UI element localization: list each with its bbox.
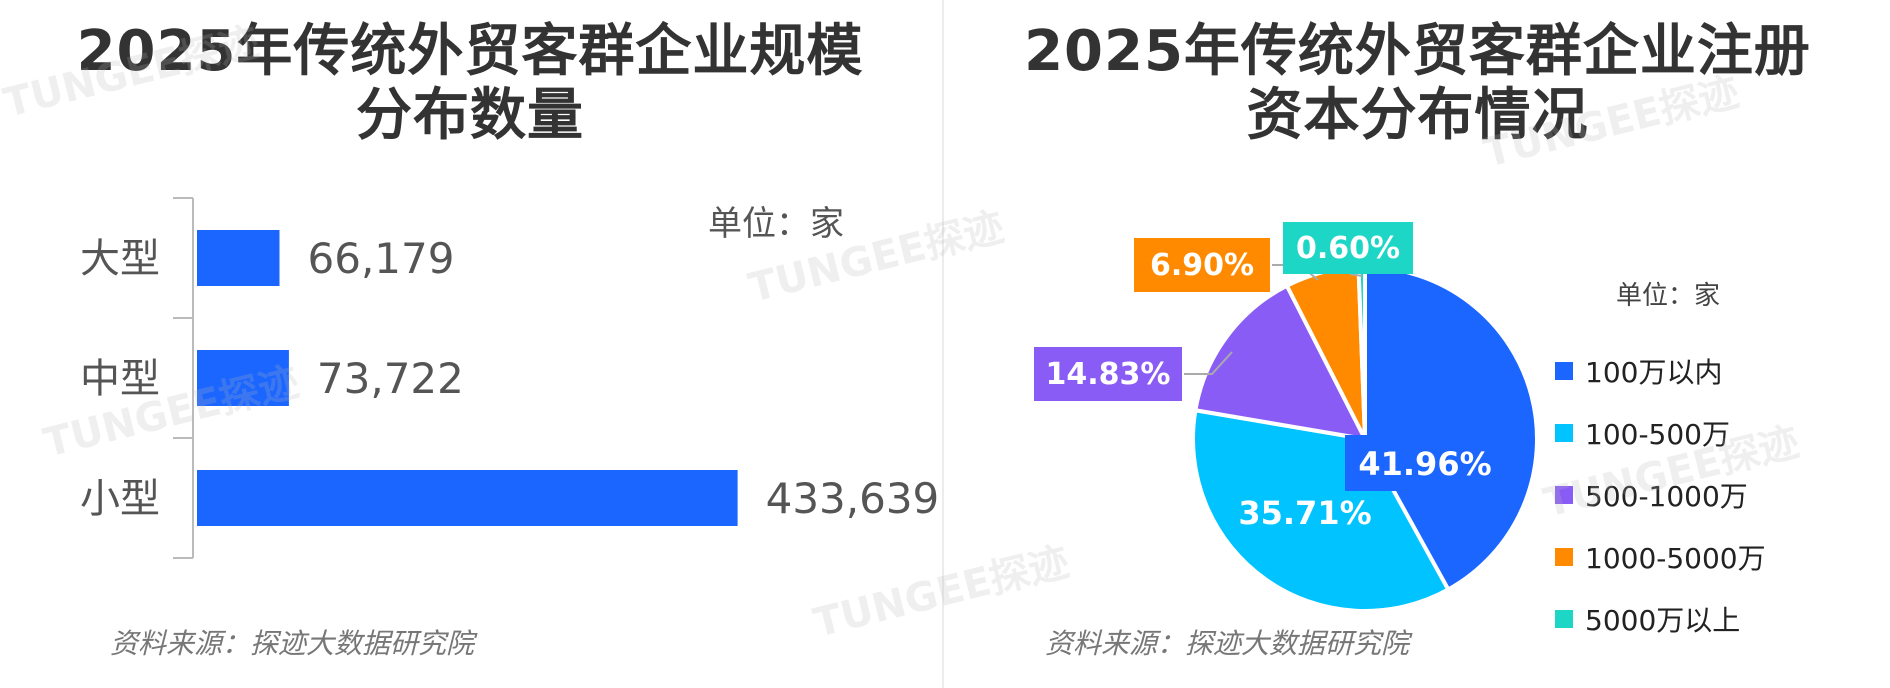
right-unit-label: 单位：家 bbox=[1616, 281, 1721, 311]
slice-value-label: 14.83% bbox=[1046, 357, 1171, 392]
legend-label: 5000万以上 bbox=[1585, 604, 1741, 637]
right-title-line2: 资本分布情况 bbox=[1246, 83, 1589, 148]
pie-slice bbox=[1191, 407, 1451, 613]
bar bbox=[197, 470, 738, 526]
right-source-note: 资料来源：探迹大数据研究院 bbox=[1045, 627, 1410, 660]
legend-swatch bbox=[1555, 486, 1573, 504]
right-title-line1: 2025年传统外贸客群企业注册 bbox=[1024, 19, 1811, 84]
slice-label-box bbox=[1134, 238, 1270, 292]
bar-value-label: 73,722 bbox=[317, 354, 464, 403]
panel-divider bbox=[942, 0, 944, 688]
left-panel: 2025年传统外贸客群企业规模 分布数量 单位：家 大型 66,179 中型 73,7… bbox=[0, 0, 940, 688]
left-unit-label: 单位：家 bbox=[708, 204, 844, 244]
left-chart-title: 2025年传统外贸客群企业规模 分布数量 bbox=[0, 20, 940, 148]
right-chart-title: 2025年传统外贸客群企业注册 资本分布情况 bbox=[945, 20, 1890, 148]
right-panel: 2025年传统外贸客群企业注册 资本分布情况 资料来源：探迹大数据研究院 bbox=[945, 0, 1890, 688]
slice-value-label: 35.71% bbox=[1238, 494, 1371, 532]
slice-value-label: 0.60% bbox=[1296, 231, 1400, 266]
bar bbox=[197, 350, 289, 406]
pie-slice bbox=[1193, 283, 1369, 442]
category-label: 小型 bbox=[80, 476, 160, 522]
legend-swatch bbox=[1555, 610, 1573, 628]
legend-item: 100-500万 bbox=[1555, 402, 1766, 464]
bar-chart: 大型 66,179 中型 73,722 小型 433,639 bbox=[80, 197, 940, 559]
bar-value-label: 433,639 bbox=[766, 474, 940, 523]
legend-swatch bbox=[1555, 424, 1573, 442]
left-title-line2: 分布数量 bbox=[356, 83, 584, 148]
category-label: 中型 bbox=[80, 356, 160, 402]
slice-label-box bbox=[1283, 222, 1413, 274]
legend-item: 5000万以上 bbox=[1555, 588, 1766, 650]
bar-value-label: 66,179 bbox=[308, 234, 455, 283]
leader-line bbox=[1184, 351, 1233, 375]
pie-legend: 100万以内 100-500万 500-1000万 1000-5000万 5000万以上 bbox=[1555, 340, 1766, 650]
pie-slice bbox=[1363, 264, 1539, 593]
legend-label: 1000-5000万 bbox=[1585, 542, 1766, 575]
bar bbox=[197, 230, 280, 286]
slice-value-label: 41.96% bbox=[1358, 445, 1491, 483]
legend-item: 100万以内 bbox=[1555, 340, 1766, 402]
slice-label-box bbox=[1345, 435, 1505, 491]
legend-swatch bbox=[1555, 548, 1573, 566]
leader-line bbox=[1349, 273, 1363, 277]
legend-label: 500-1000万 bbox=[1585, 480, 1748, 513]
left-source-note: 资料来源：探迹大数据研究院 bbox=[110, 627, 475, 660]
slice-value-label: 6.90% bbox=[1150, 248, 1254, 283]
legend-item: 1000-5000万 bbox=[1555, 526, 1766, 588]
left-title-line1: 2025年传统外贸客群企业规模 bbox=[76, 19, 864, 84]
legend-label: 100万以内 bbox=[1585, 356, 1723, 389]
legend-item: 500-1000万 bbox=[1555, 464, 1766, 526]
legend-swatch bbox=[1555, 362, 1573, 380]
legend-label: 100-500万 bbox=[1585, 418, 1730, 451]
category-label: 大型 bbox=[80, 236, 160, 282]
slice-label-box bbox=[1034, 347, 1182, 401]
